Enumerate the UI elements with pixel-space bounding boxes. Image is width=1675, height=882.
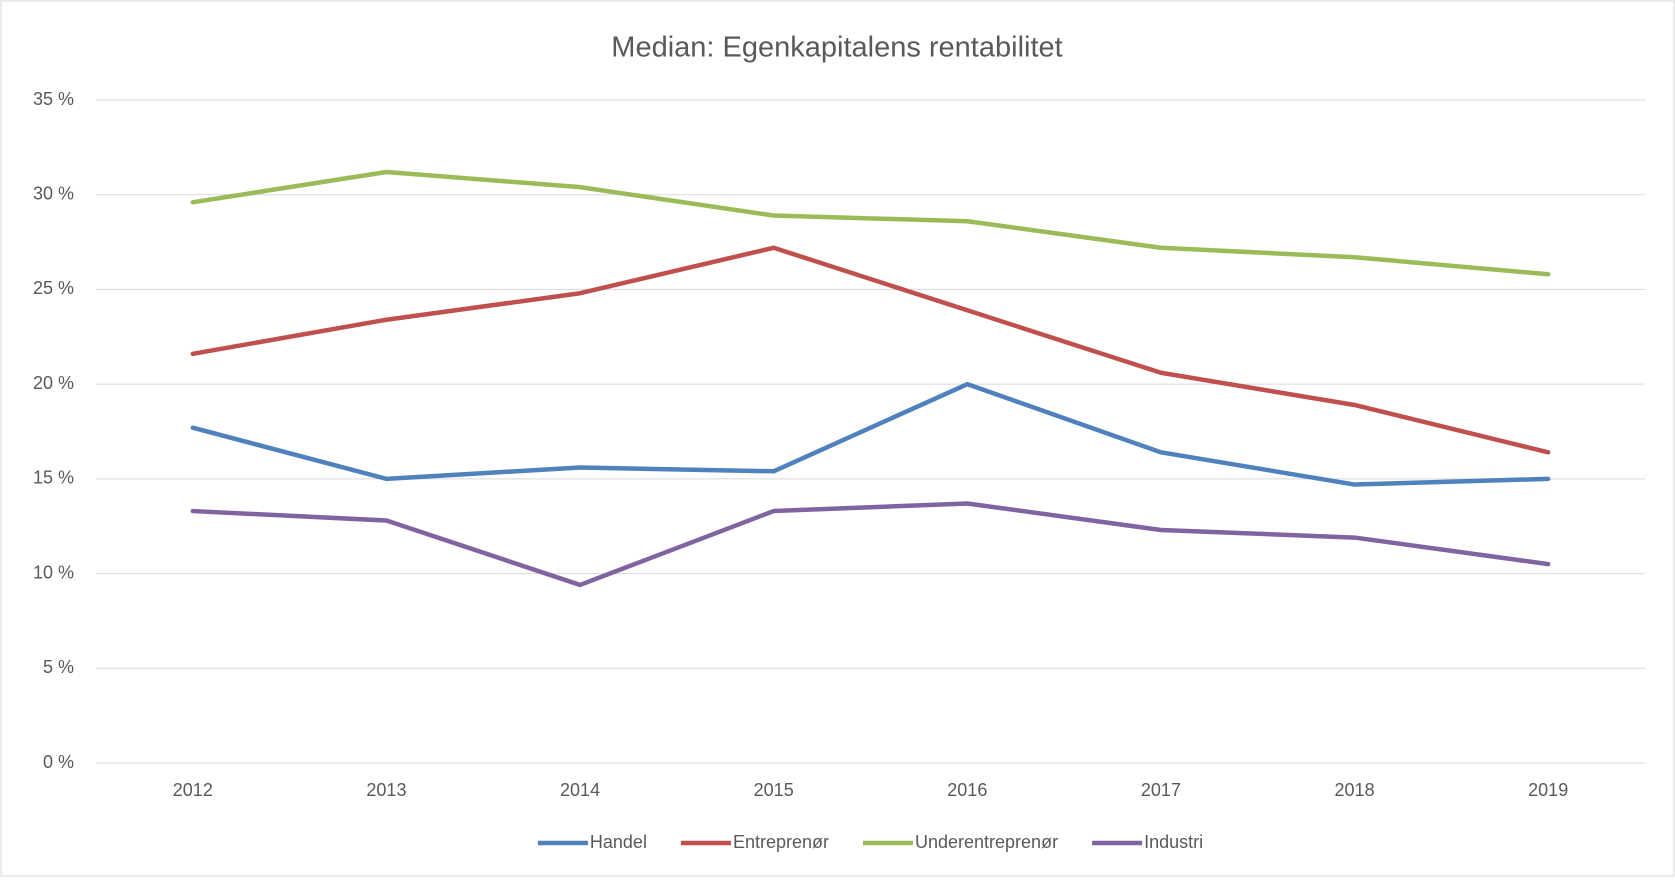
x-tick-label: 2014 xyxy=(560,780,600,800)
x-tick-label: 2015 xyxy=(754,780,794,800)
x-tick-label: 2019 xyxy=(1528,780,1568,800)
series-line xyxy=(190,381,1551,487)
x-tick-label: 2018 xyxy=(1335,780,1375,800)
legend-label: Industri xyxy=(1144,832,1203,852)
series-line xyxy=(190,501,1551,588)
series-line xyxy=(190,245,1551,455)
series-line xyxy=(190,169,1551,277)
y-tick-label: 25 % xyxy=(33,278,74,298)
legend-label: Entreprenør xyxy=(733,832,829,852)
x-tick-label: 2012 xyxy=(173,780,213,800)
y-tick-label: 20 % xyxy=(33,373,74,393)
y-tick-label: 35 % xyxy=(33,89,74,109)
legend-label: Handel xyxy=(590,832,647,852)
x-tick-label: 2016 xyxy=(947,780,987,800)
y-tick-label: 5 % xyxy=(43,657,74,677)
x-tick-label: 2017 xyxy=(1141,780,1181,800)
y-tick-label: 10 % xyxy=(33,562,74,582)
y-tick-label: 30 % xyxy=(33,183,74,203)
x-tick-label: 2013 xyxy=(366,780,406,800)
legend: Handel Entreprenør Underentreprenør Industr… xyxy=(537,832,1203,852)
y-tick-label: 0 % xyxy=(43,752,74,772)
chart-title: Median: Egenkapitalens rentabilitet xyxy=(611,32,1062,64)
y-tick-label: 15 % xyxy=(33,468,74,488)
legend-label: Underentreprenør xyxy=(915,832,1058,852)
